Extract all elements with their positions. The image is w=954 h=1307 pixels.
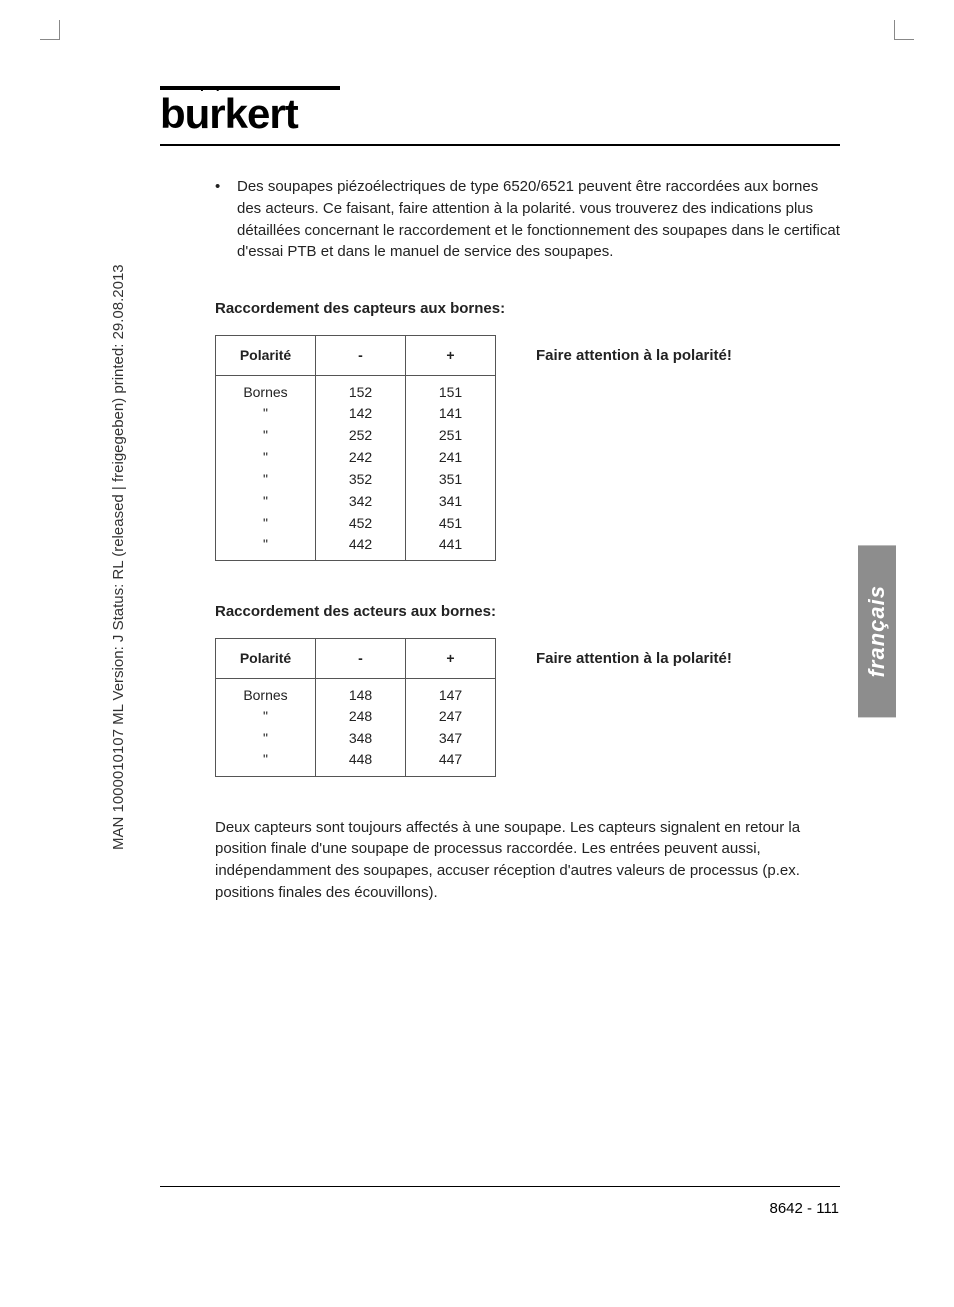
side-meta-text: MAN 1000010107 ML Version: J Status: RL … xyxy=(110,264,127,850)
logo-area: . . burkert xyxy=(160,80,840,146)
table-row-label: Bornes xyxy=(216,375,316,402)
brand-logo: . . burkert xyxy=(160,80,298,138)
table-row-label: " xyxy=(216,512,316,534)
footer-page-number: 8642 - 111 xyxy=(770,1200,840,1217)
table-cell-neg: 348 xyxy=(316,727,406,749)
bottom-paragraph: Deux capteurs sont toujours affectés à u… xyxy=(215,817,840,904)
table-row-label: " xyxy=(216,534,316,561)
table-cell-pos: 341 xyxy=(406,490,496,512)
table-cell-neg: 248 xyxy=(316,705,406,727)
table-row-label: Bornes xyxy=(216,679,316,706)
capteurs-table-row: Polarité - + Bornes152151"142141"252251"… xyxy=(215,335,840,562)
table-cell-pos: 141 xyxy=(406,402,496,424)
table-row-label: " xyxy=(216,749,316,776)
table-cell-neg: 252 xyxy=(316,424,406,446)
table-cell-neg: 148 xyxy=(316,679,406,706)
crop-mark-tr xyxy=(894,20,914,40)
footer-rule xyxy=(160,1186,840,1187)
table-cell-pos: 247 xyxy=(406,705,496,727)
table-cell-pos: 151 xyxy=(406,375,496,402)
table-cell-neg: 342 xyxy=(316,490,406,512)
table-cell-pos: 451 xyxy=(406,512,496,534)
table-header: - xyxy=(316,335,406,375)
table-cell-neg: 442 xyxy=(316,534,406,561)
table-cell-neg: 242 xyxy=(316,446,406,468)
table-cell-neg: 152 xyxy=(316,375,406,402)
section-title-acteurs: Raccordement des acteurs aux bornes: xyxy=(215,601,840,623)
table-row-label: " xyxy=(216,727,316,749)
table-header: + xyxy=(406,639,496,679)
table-row-label: " xyxy=(216,490,316,512)
table-row-label: " xyxy=(216,468,316,490)
table-cell-neg: 448 xyxy=(316,749,406,776)
table-cell-neg: 142 xyxy=(316,402,406,424)
section-title-capteurs: Raccordement des capteurs aux bornes: xyxy=(215,298,840,320)
bullet-icon: • xyxy=(215,176,237,263)
brand-logo-text: burkert xyxy=(160,90,298,137)
capteurs-table: Polarité - + Bornes152151"142141"252251"… xyxy=(215,335,496,562)
language-tab: français xyxy=(858,545,896,717)
bullet-text: Des soupapes piézoélectriques de type 65… xyxy=(237,176,840,263)
table-cell-pos: 251 xyxy=(406,424,496,446)
acteurs-table-row: Polarité - + Bornes148147 "248247 "348347 "… xyxy=(215,638,840,777)
main-content: • Des soupapes piézoélectriques de type … xyxy=(160,176,840,904)
crop-mark-tl xyxy=(40,20,60,40)
table-header: - xyxy=(316,639,406,679)
table-cell-pos: 147 xyxy=(406,679,496,706)
bullet-item: • Des soupapes piézoélectriques de type … xyxy=(215,176,840,263)
table-cell-pos: 447 xyxy=(406,749,496,776)
table-row-label: " xyxy=(216,424,316,446)
table-cell-neg: 452 xyxy=(316,512,406,534)
table-header: + xyxy=(406,335,496,375)
table-cell-pos: 241 xyxy=(406,446,496,468)
table-header: Polarité xyxy=(216,639,316,679)
table-cell-neg: 352 xyxy=(316,468,406,490)
polarity-warning: Faire attention à la polarité! xyxy=(536,335,732,367)
acteurs-table: Polarité - + Bornes148147 "248247 "348347 "… xyxy=(215,638,496,777)
table-row-label: " xyxy=(216,705,316,727)
table-cell-pos: 347 xyxy=(406,727,496,749)
table-row-label: " xyxy=(216,446,316,468)
table-cell-pos: 441 xyxy=(406,534,496,561)
table-row-label: " xyxy=(216,402,316,424)
page-content: . . burkert • Des soupapes piézoélectriq… xyxy=(160,80,854,1207)
table-cell-pos: 351 xyxy=(406,468,496,490)
table-header: Polarité xyxy=(216,335,316,375)
polarity-warning: Faire attention à la polarité! xyxy=(536,638,732,670)
